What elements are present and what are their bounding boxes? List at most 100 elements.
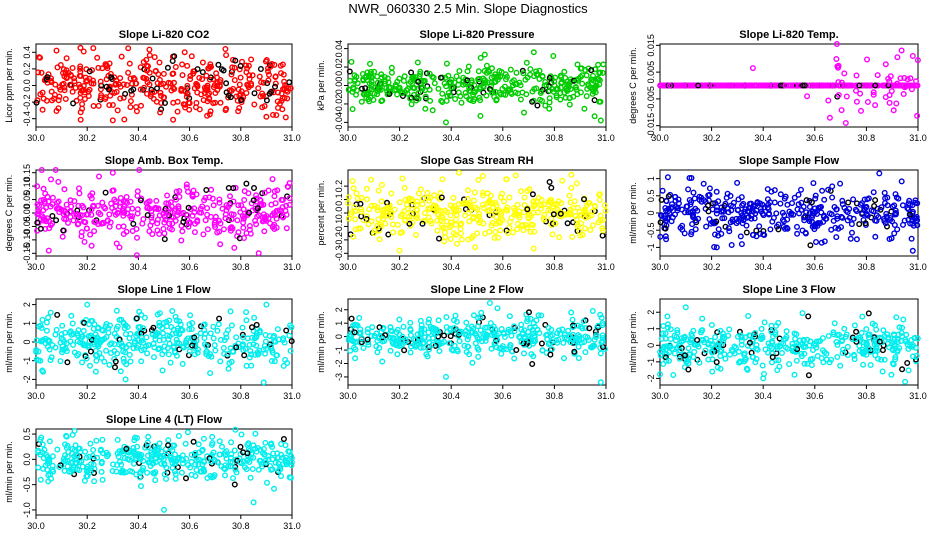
data-point <box>68 82 75 89</box>
data-point <box>200 231 207 238</box>
data-point <box>597 191 604 198</box>
data-point <box>701 350 708 357</box>
data-point <box>893 314 900 321</box>
outlier-point <box>760 375 767 382</box>
data-point <box>63 340 70 347</box>
data-point <box>179 460 186 467</box>
data-points <box>345 300 608 386</box>
data-point <box>179 228 186 235</box>
data-point <box>597 311 604 318</box>
data-point <box>237 91 244 98</box>
data-point <box>74 221 81 228</box>
data-point <box>203 72 210 79</box>
data-point <box>588 212 595 219</box>
y-tick-label: 2 <box>22 302 32 307</box>
data-point <box>365 341 372 348</box>
data-point <box>76 190 83 197</box>
data-point <box>414 93 421 100</box>
data-point <box>92 352 99 359</box>
y-tick-label: -2 <box>334 359 344 367</box>
data-point <box>127 198 134 205</box>
data-point <box>151 447 158 454</box>
data-point <box>97 78 104 85</box>
data-point <box>585 82 592 89</box>
data-point <box>120 355 127 362</box>
data-point <box>114 436 121 443</box>
data-point <box>187 312 194 319</box>
data-point <box>253 334 260 341</box>
data-point <box>773 210 780 217</box>
data-point <box>850 196 857 203</box>
data-point <box>769 218 776 225</box>
data-point <box>269 443 276 450</box>
y-tick-label: -1 <box>646 243 656 251</box>
outlier-point <box>597 117 604 124</box>
data-point <box>357 200 364 207</box>
data-point <box>899 366 906 373</box>
x-tick-label: 30.8 <box>858 391 876 401</box>
data-point <box>506 218 513 225</box>
data-point <box>286 474 293 481</box>
data-point <box>248 56 255 63</box>
data-point <box>34 219 41 226</box>
data-point <box>245 62 252 69</box>
data-point <box>153 98 160 105</box>
data-point <box>914 335 921 342</box>
panel-title: Slope Line 1 Flow <box>118 284 211 296</box>
data-point <box>530 340 537 347</box>
outlier-point <box>682 304 689 311</box>
outlier-point <box>125 45 132 52</box>
data-point <box>77 339 84 346</box>
data-point <box>56 464 63 471</box>
data-point <box>825 333 832 340</box>
data-point <box>570 93 577 100</box>
data-point <box>465 63 472 70</box>
data-point <box>905 216 912 223</box>
y-tick-label: 1 <box>22 321 32 326</box>
data-point <box>493 220 500 227</box>
data-point <box>421 326 428 333</box>
data-point <box>491 234 498 241</box>
data-point <box>771 199 778 206</box>
data-point <box>488 79 495 86</box>
data-point <box>72 442 79 449</box>
data-point <box>581 105 588 112</box>
data-point <box>388 190 395 197</box>
data-point <box>385 79 392 86</box>
data-point <box>228 87 235 94</box>
data-point <box>730 199 737 206</box>
x-tick-label: 30.6 <box>494 262 512 272</box>
data-point <box>447 202 454 209</box>
data-point <box>158 92 165 99</box>
data-point <box>853 328 860 335</box>
data-point <box>441 80 448 87</box>
data-point <box>182 440 189 447</box>
data-point <box>821 238 828 245</box>
x-tick-label: 31.0 <box>909 133 927 143</box>
data-point <box>240 206 247 213</box>
x-tick-label: 30.2 <box>78 133 96 143</box>
data-point <box>63 75 70 82</box>
data-point <box>268 440 275 447</box>
data-point <box>582 349 589 356</box>
data-point <box>497 194 504 201</box>
data-point <box>382 332 389 339</box>
data-point <box>127 98 134 105</box>
data-point <box>117 95 124 102</box>
x-tick-label: 30.8 <box>232 262 250 272</box>
data-point <box>511 355 518 362</box>
data-point <box>245 190 252 197</box>
data-point <box>451 325 458 332</box>
data-point <box>49 194 56 201</box>
x-tick-label: 31.0 <box>597 133 615 143</box>
data-point <box>439 90 446 97</box>
data-point <box>358 213 365 220</box>
data-point <box>779 350 786 357</box>
data-point <box>33 99 40 106</box>
panel-title: Slope Li-820 Temp. <box>739 29 838 41</box>
data-point <box>579 325 586 332</box>
data-point <box>568 171 575 178</box>
data-point <box>777 343 784 350</box>
data-point <box>244 441 251 448</box>
data-point <box>40 185 47 192</box>
